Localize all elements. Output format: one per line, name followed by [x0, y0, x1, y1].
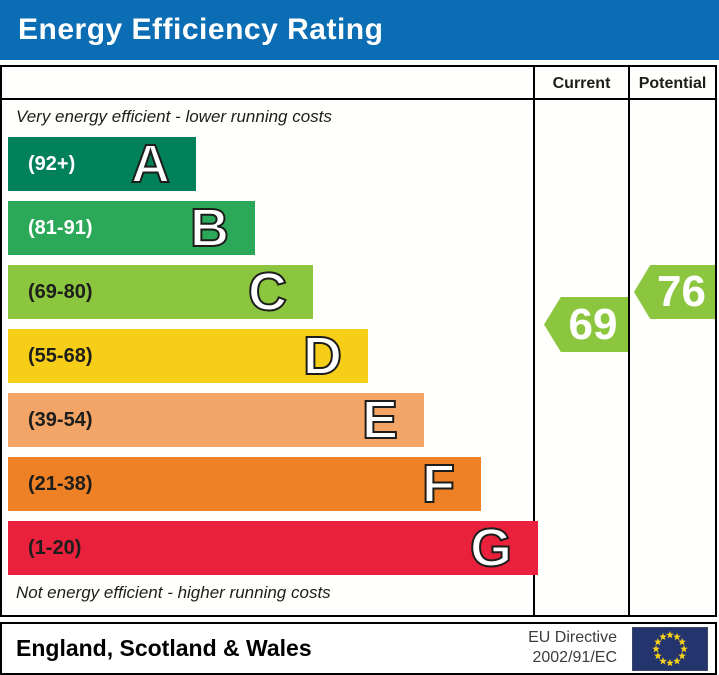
band-row: (1-20) G — [8, 518, 538, 578]
band-range-label: (39-54) — [28, 408, 93, 431]
rating-table: Current Potential Very energy efficient … — [0, 65, 717, 617]
eu-directive-line1: EU Directive — [528, 628, 617, 646]
band-row: (81-91) B — [8, 198, 538, 258]
band-bar-d: (55-68) D — [8, 326, 368, 386]
band-bar-a: (92+) A — [8, 134, 196, 194]
eu-flag-icon — [632, 626, 708, 671]
band-bar-e: (39-54) E — [8, 390, 424, 450]
band-row: (21-38) F — [8, 454, 538, 514]
footer: England, Scotland & Wales EU Directive 2… — [0, 622, 717, 675]
column-divider-potential — [628, 67, 630, 615]
band-bar-c: (69-80) C — [8, 262, 313, 322]
band-range-label: (1-20) — [28, 536, 82, 559]
band-range-label: (69-80) — [28, 280, 93, 303]
page-title: Energy Efficiency Rating — [18, 13, 384, 46]
band-range-label: (21-38) — [28, 472, 93, 495]
bottom-note: Not energy efficient - higher running co… — [16, 583, 331, 602]
current-rating-value: 69 — [568, 299, 618, 349]
eu-directive-line2: 2002/91/EC — [532, 649, 617, 667]
column-header-potential: Potential — [638, 75, 707, 92]
column-header-current: Current — [552, 75, 611, 92]
title-bar: Energy Efficiency Rating — [0, 0, 719, 60]
band-bar-b: (81-91) B — [8, 198, 255, 258]
band-bar-f: (21-38) F — [8, 454, 481, 514]
bands-container: (92+) A (81-91) B (69-80) C (55-68) D (3… — [8, 134, 538, 585]
band-range-label: (55-68) — [28, 344, 93, 367]
table-header-row: Current Potential — [2, 67, 715, 100]
band-letter: B — [189, 198, 230, 258]
top-note: Very energy efficient - lower running co… — [16, 107, 332, 126]
band-letter: D — [302, 326, 343, 386]
column-divider-current — [533, 67, 535, 615]
potential-rating-arrow: 76 — [634, 265, 715, 319]
potential-rating-value: 76 — [657, 267, 706, 316]
band-letter: A — [130, 134, 171, 194]
band-row: (69-80) C — [8, 262, 538, 322]
current-rating-arrow: 69 — [544, 297, 628, 352]
band-row: (92+) A — [8, 134, 538, 194]
eu-directive-label: EU Directive 2002/91/EC — [528, 628, 617, 670]
band-range-label: (92+) — [28, 152, 76, 175]
band-letter: F — [421, 454, 456, 514]
band-letter: E — [361, 390, 399, 450]
band-letter: C — [247, 262, 288, 322]
region-label: England, Scotland & Wales — [16, 635, 312, 661]
band-range-label: (81-91) — [28, 216, 93, 239]
band-row: (55-68) D — [8, 326, 538, 386]
band-row: (39-54) E — [8, 390, 538, 450]
band-letter: G — [469, 518, 513, 578]
band-bar-g: (1-20) G — [8, 518, 538, 578]
